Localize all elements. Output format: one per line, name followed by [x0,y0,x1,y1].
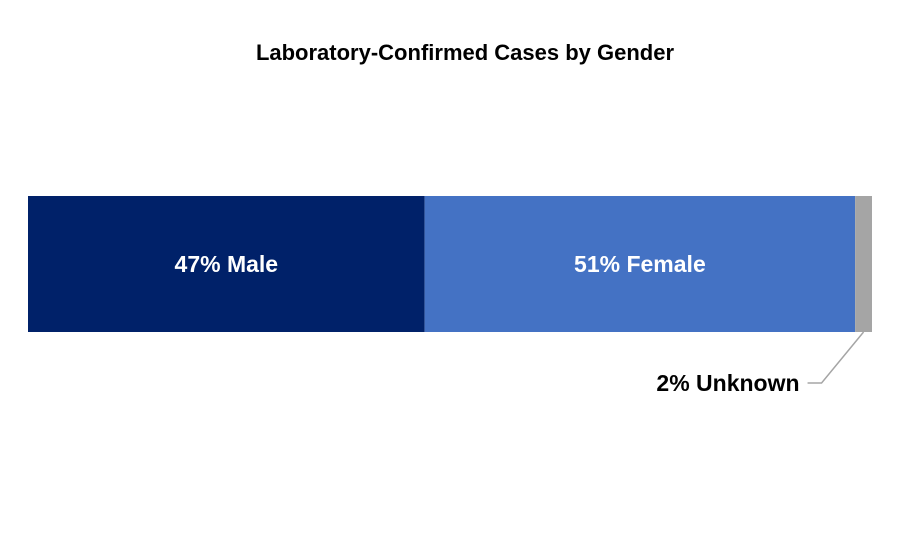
data-label-female: 51% Female [574,251,706,277]
bar-labels: 47% Male 51% Female 2% Unknown [175,251,865,396]
bar-segment-male [28,196,425,332]
bar-segments [28,196,872,332]
chart-title: Laboratory-Confirmed Cases by Gender [255,40,675,65]
leader-line-unknown [807,331,865,384]
bar-segment-unknown [855,196,872,332]
data-label-male: 47% Male [175,251,279,277]
bar-segment-female [424,196,856,332]
data-label-unknown: 2% Unknown [656,370,799,396]
